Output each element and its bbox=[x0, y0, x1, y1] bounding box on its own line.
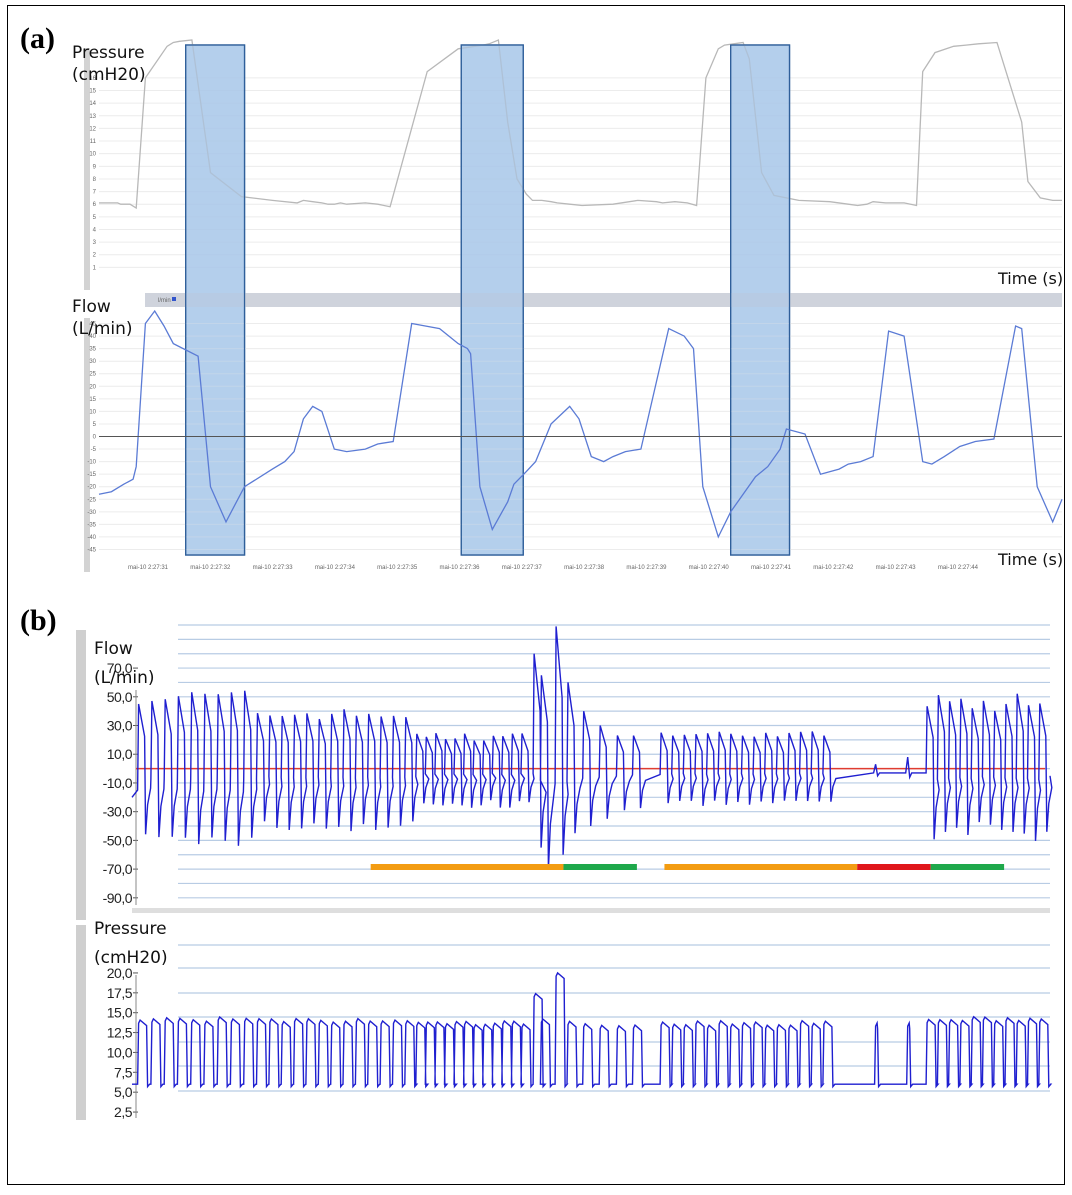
a-pressure-tick-label: 5 bbox=[93, 215, 97, 221]
a-pressure-tick-label: 15 bbox=[89, 89, 96, 95]
a-pressure-tick-label: 3 bbox=[93, 240, 97, 246]
panel-b: 70,0 50,0 30,0 10,0 -10,0 -30,0 -50,0 -70,0 -90,… bbox=[76, 624, 1053, 1120]
a-pressure-tick-label: 12 bbox=[89, 126, 96, 132]
a-flow-tick-label: -35 bbox=[87, 522, 96, 528]
panel-b-label: (b) bbox=[20, 604, 57, 637]
a-pressure-tick-label: 9 bbox=[93, 164, 97, 170]
a-xtick-label: mai-10 2:27:39 bbox=[626, 565, 667, 571]
a-pressure-tick-label: 2 bbox=[93, 253, 97, 259]
a-pressure-tick-label: 7 bbox=[93, 190, 97, 196]
a-flow-ylabel-line1: Flow bbox=[72, 297, 111, 317]
a-flow-tick-label: -10 bbox=[87, 460, 96, 466]
a-flow-tick-label: -30 bbox=[87, 510, 96, 516]
b-pressure-tick-label: 20,0 bbox=[107, 965, 133, 981]
a-flow-tick-label: 5 bbox=[93, 422, 97, 428]
a-pressure-tick-label: 10 bbox=[89, 152, 96, 158]
a-pressure-xlabel: Time (s) bbox=[997, 269, 1063, 288]
b-flow-tick-label: -30,0 bbox=[103, 804, 133, 820]
a-xtick-label: mai-10 2:27:40 bbox=[689, 565, 730, 571]
labels-layer: (a) (b) Pressure (cmH20) Flow (L/min) Ti… bbox=[20, 22, 1063, 968]
a-xtick-label: mai-10 2:27:33 bbox=[253, 565, 294, 571]
a-flow-tick-label: -40 bbox=[87, 535, 96, 541]
a-xtick-label: mai-10 2:27:32 bbox=[190, 565, 231, 571]
a-pressure-tick-label: 6 bbox=[93, 202, 97, 208]
a-flow-ylabel-line2: (L/min) bbox=[72, 319, 133, 339]
a-flow-tick-label: 25 bbox=[89, 372, 96, 378]
a-xtick-label: mai-10 2:27:41 bbox=[751, 565, 792, 571]
a-flow-series-line bbox=[98, 309, 1063, 539]
a-flow-tick-label: 40 bbox=[89, 334, 96, 340]
panel-a-label: (a) bbox=[20, 22, 55, 55]
a-xtick-label: mai-10 2:27:43 bbox=[876, 565, 917, 571]
b-flow-tick-label: 50,0 bbox=[107, 689, 133, 705]
a-pressure-axis-gutter bbox=[84, 48, 90, 290]
b-flow-tick-label: 10,0 bbox=[107, 746, 133, 762]
a-flow-tick-label: 45 bbox=[89, 322, 96, 328]
a-flow-tick-label: 10 bbox=[89, 409, 96, 415]
a-flow-tick-label: -15 bbox=[87, 472, 96, 478]
a-flow-highlight-band bbox=[460, 44, 524, 556]
b-flow-tick-label: -50,0 bbox=[103, 832, 133, 848]
a-pressure-series-line bbox=[99, 39, 1062, 210]
a-separator-bar bbox=[145, 293, 1062, 307]
a-flow-tick-label: -45 bbox=[87, 547, 96, 553]
a-xtick-label: mai-10 2:27:34 bbox=[315, 565, 356, 571]
a-flow-tick-label: 20 bbox=[89, 384, 96, 390]
a-flow-tick-label: 35 bbox=[89, 347, 96, 353]
a-pressure-tick-label: 14 bbox=[89, 101, 96, 107]
a-flow-xlabel: Time (s) bbox=[997, 550, 1063, 569]
panel-a: 12345678910111213141516l/min-45-40-35-30… bbox=[84, 39, 1063, 572]
a-flow-highlight-band bbox=[730, 44, 791, 556]
a-pressure-tick-label: 8 bbox=[93, 177, 97, 183]
b-flow-tick-label: -10,0 bbox=[103, 775, 133, 791]
b-pressure-tick-label: 15,0 bbox=[107, 1005, 133, 1021]
b-flow-series-line bbox=[131, 626, 1053, 870]
b-pressure-tick-label: 17,5 bbox=[107, 985, 133, 1001]
a-xtick-label: mai-10 2:27:36 bbox=[439, 565, 480, 571]
a-xtick-label: mai-10 2:27:38 bbox=[564, 565, 605, 571]
a-xtick-label: mai-10 2:27:31 bbox=[128, 565, 169, 571]
a-flow-tick-label: -20 bbox=[87, 485, 96, 491]
a-flow-legend-label: l/min bbox=[158, 298, 171, 304]
a-flow-tick-label: -25 bbox=[87, 497, 96, 503]
b-pressure-tick-label: 12,5 bbox=[107, 1025, 133, 1041]
a-flow-legend-swatch bbox=[172, 297, 176, 301]
b-flow-tick-label: 70,0 bbox=[107, 660, 133, 676]
b-pressure-tick-label: 2,5 bbox=[114, 1104, 133, 1120]
a-pressure-ylabel-line1: Pressure bbox=[72, 43, 145, 63]
a-pressure-tick-label: 4 bbox=[93, 227, 97, 233]
a-xtick-label: mai-10 2:27:42 bbox=[813, 565, 854, 571]
a-pressure-tick-label: 11 bbox=[90, 139, 97, 145]
b-pressure-ylabel-line1: Pressure bbox=[94, 919, 167, 939]
b-flow-tick-label: -90,0 bbox=[103, 890, 133, 906]
b-pressure-axis-gutter bbox=[76, 925, 86, 1120]
a-xtick-label: mai-10 2:27:44 bbox=[938, 565, 979, 571]
a-xtick-label: mai-10 2:27:37 bbox=[502, 565, 543, 571]
b-separator bbox=[132, 908, 1050, 913]
a-pressure-tick-label: 16 bbox=[89, 76, 96, 82]
b-flow-axis-gutter bbox=[76, 630, 86, 920]
b-flow-tick-label: -70,0 bbox=[103, 861, 133, 877]
a-flow-axis-gutter bbox=[84, 318, 90, 572]
b-pressure-series-line bbox=[132, 971, 1053, 1089]
b-pressure-ylabel-line2: (cmH20) bbox=[94, 948, 168, 968]
a-flow-tick-label: 15 bbox=[89, 397, 96, 403]
b-flow-ylabel-line1: Flow bbox=[94, 639, 133, 659]
a-pressure-tick-label: 1 bbox=[93, 265, 97, 271]
b-pressure-tick-label: 10,0 bbox=[107, 1044, 133, 1060]
b-pressure-tick-label: 5,0 bbox=[114, 1084, 133, 1100]
a-flow-tick-label: 30 bbox=[89, 359, 96, 365]
a-pressure-tick-label: 13 bbox=[89, 114, 96, 120]
a-flow-tick-label: 0 bbox=[93, 435, 97, 441]
a-flow-highlight-band bbox=[185, 44, 246, 556]
b-pressure-tick-label: 7,5 bbox=[114, 1064, 133, 1080]
b-flow-tick-label: 30,0 bbox=[107, 718, 133, 734]
a-flow-tick-label: -5 bbox=[91, 447, 97, 453]
b-flow-ylabel-line2: (L/min) bbox=[94, 668, 155, 688]
a-pressure-ylabel-line2: (cmH20) bbox=[72, 65, 146, 85]
a-xtick-label: mai-10 2:27:35 bbox=[377, 565, 418, 571]
